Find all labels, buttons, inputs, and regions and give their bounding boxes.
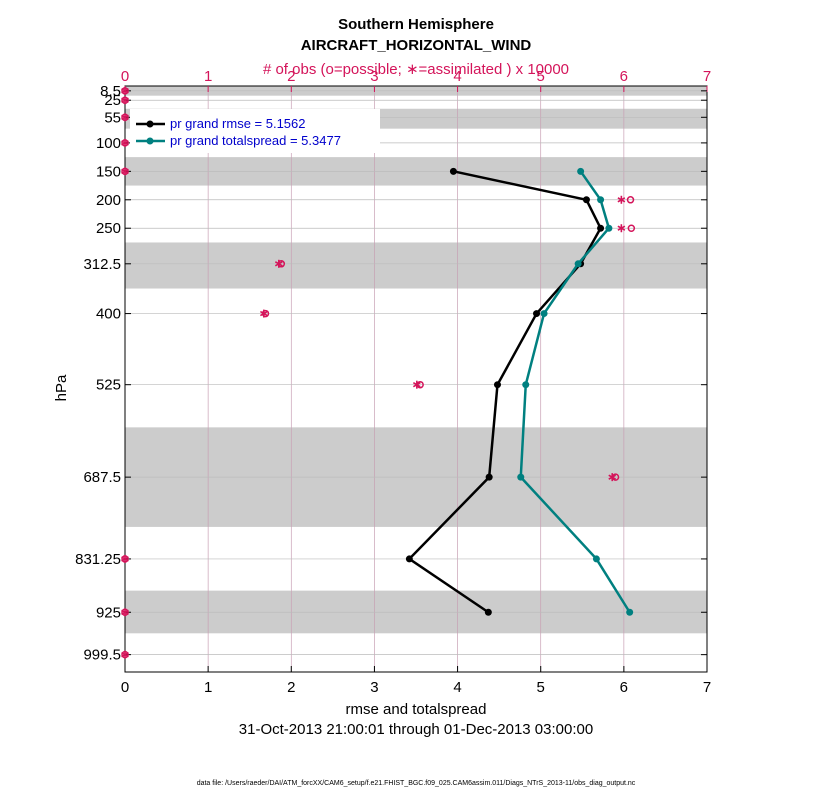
legend-spread-label: pr grand totalspread = 5.3477 [170,133,341,148]
obs-assimilated-stroke-10-2 [608,474,617,480]
obs-assimilated-10 [608,473,617,482]
x-tick-label-4: 4 [453,679,461,696]
obs-assimilated-stroke-4-2 [121,168,129,175]
chart-subtitle: AIRCRAFT_HORIZONTAL_WIND [301,37,532,54]
top-axis-label: # of obs (o=possible; ∗=assimilated ) x … [263,61,569,78]
y-tick-label-6: 250 [96,220,121,237]
y-tick-label-10: 687.5 [83,469,121,486]
top-tick-label-1: 1 [204,68,212,85]
obs-assimilated-9 [412,380,421,389]
spread-point-5 [522,381,530,389]
rmse-point-5 [493,381,501,389]
spread-point-4 [540,310,548,318]
obs-assimilated-1 [121,96,129,105]
grid-lines [125,86,707,672]
rmse-point-7 [405,555,413,563]
x-tick-label-6: 6 [620,679,628,696]
spread-point-6 [517,473,525,481]
plot-frame [124,85,708,673]
chart-title: Southern Hemisphere [338,16,494,33]
top-tick-label-0: 0 [121,68,129,85]
x-tick-label-5: 5 [537,679,545,696]
x-tick-label-2: 2 [287,679,295,696]
spread-point-1 [597,196,605,204]
y-tick-label-0: 8.5 [100,83,121,100]
series-layer [405,167,634,616]
obs-count-markers [121,86,636,659]
obs-assimilated-stroke-9-2 [412,381,421,388]
obs-assimilated-8 [259,309,268,318]
obs-assimilated-5 [617,195,626,204]
date-range: 31-Oct-2013 21:00:01 through 01-Dec-2013… [239,721,593,738]
rmse-point-1 [582,196,590,204]
y-tick-label-2: 55 [104,109,121,126]
spread-point-2 [605,224,613,232]
band-3 [125,242,707,289]
y-tick-label-3: 100 [96,135,121,152]
obs-assimilated-7 [274,259,283,268]
rmse-point-6 [485,473,493,481]
y-tick-label-8: 400 [96,306,121,323]
rmse-point-8 [484,608,492,616]
y-axis-label: hPa [53,374,70,401]
obs-possible-5 [626,196,635,204]
obs-assimilated-4 [121,167,129,176]
top-tick-label-3: 3 [370,68,378,85]
obs-assimilated-13 [121,650,129,659]
obs-assimilated-stroke-0-2 [121,88,129,94]
y-tick-label-9: 525 [96,377,121,394]
obs-assimilated-0 [121,86,129,95]
obs-assimilated-stroke-5-2 [617,197,626,203]
obs-possible-6 [627,224,636,232]
y-tick-label-4: 150 [96,163,121,180]
obs-assimilated-stroke-6-2 [617,225,626,231]
x-tick-label-3: 3 [370,679,378,696]
x-tick-label-0: 0 [121,679,129,696]
top-tick-label-5: 5 [537,68,545,85]
obs-assimilated-stroke-1-2 [121,97,129,103]
legend-rmse-label: pr grand rmse = 5.1562 [170,116,306,131]
rmse-line [407,170,602,614]
y-tick-label-12: 925 [96,604,121,621]
top-tick-label-2: 2 [287,68,295,85]
obs-assimilated-stroke-11-2 [121,556,129,562]
spread-line [519,170,631,613]
obs-assimilated-stroke-2-2 [121,114,129,120]
rmse-point-2 [597,224,605,232]
legend-rmse-marker [146,120,154,128]
spread-point-0 [577,167,585,175]
top-tick-label-6: 6 [620,68,628,85]
obs-assimilated-6 [617,224,626,233]
obs-assimilated-12 [121,608,129,617]
y-tick-label-13: 999.5 [83,647,121,664]
y-tick-label-5: 200 [96,192,121,209]
spread-point-3 [574,260,582,268]
obs-assimilated-2 [121,113,129,122]
legend-box [130,109,380,153]
rmse-point-0 [449,167,457,175]
y-tick-label-7: 312.5 [83,256,121,273]
footer-data-file: data file: /Users/raeder/DAI/ATM_forcXX/… [197,780,636,787]
obs-assimilated-11 [121,554,129,563]
obs-assimilated-3 [121,138,129,147]
legend: pr grand rmse = 5.1562 pr grand totalspr… [130,109,380,153]
x-tick-label-1: 1 [204,679,212,696]
x-tick-label-7: 7 [703,679,711,696]
obs-assimilated-stroke-12-2 [121,609,129,615]
top-tick-label-7: 7 [703,68,711,85]
obs-assimilated-stroke-7-2 [274,261,283,267]
obs-assimilated-stroke-3-2 [121,140,129,146]
obs-assimilated-stroke-13-2 [121,651,129,658]
obs-assimilated-stroke-8-2 [259,310,268,317]
rmse-point-4 [533,310,541,318]
legend-spread-marker [146,137,154,145]
x-axis-label: rmse and totalspread [346,701,487,718]
spread-point-8 [626,608,634,616]
y-tick-label-1: 25 [104,92,121,109]
spread-point-7 [592,555,600,563]
y-tick-label-11: 831.25 [75,551,121,568]
top-tick-label-4: 4 [453,68,461,85]
